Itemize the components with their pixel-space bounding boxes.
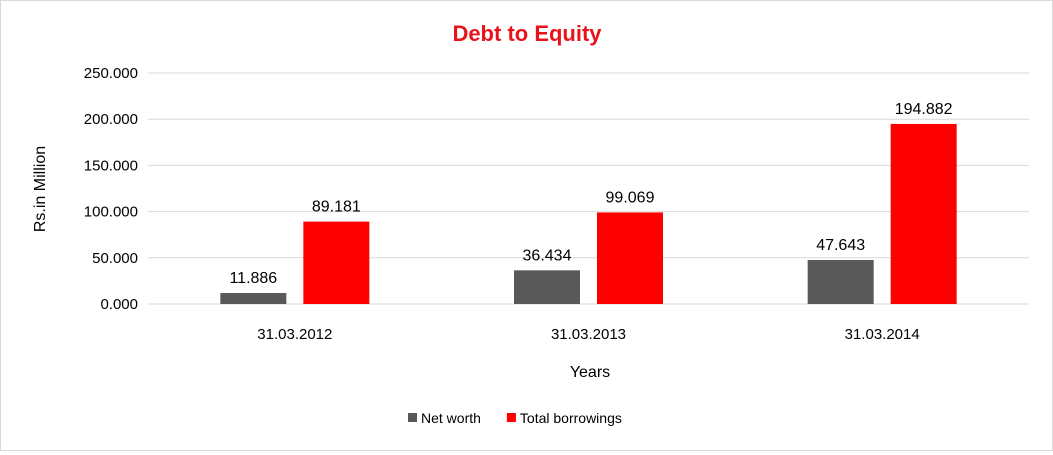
data-label: 194.882 bbox=[895, 101, 953, 118]
x-tick-label: 31.03.2014 bbox=[845, 326, 920, 343]
data-label: 89.181 bbox=[312, 199, 361, 216]
x-axis-title: Years bbox=[570, 364, 610, 381]
legend: Net worth Total borrowings bbox=[408, 410, 622, 426]
legend-label: Total borrowings bbox=[520, 410, 622, 426]
legend-swatch bbox=[506, 413, 516, 422]
y-tick-label: 200.000 bbox=[84, 111, 138, 128]
data-label: 36.434 bbox=[523, 247, 572, 264]
bar bbox=[597, 212, 663, 304]
bar bbox=[890, 123, 957, 304]
y-tick-label: 0.000 bbox=[100, 296, 138, 313]
x-tick-label: 31.03.2012 bbox=[257, 326, 332, 343]
y-tick-label: 50.000 bbox=[92, 250, 138, 267]
gridlines bbox=[148, 72, 1029, 305]
y-axis-ticks: 0.000 50.000 100.000 150.000 200.000 250.000 bbox=[84, 65, 138, 313]
data-labels: 11.886 89.181 36.434 99.069 47.643 194.882 bbox=[229, 101, 952, 287]
x-axis-ticks: 31.03.2012 31.03.2013 31.03.2014 bbox=[257, 326, 919, 343]
y-tick-label: 100.000 bbox=[84, 204, 138, 221]
bar bbox=[807, 259, 874, 304]
y-tick-label: 150.000 bbox=[84, 157, 138, 174]
y-axis-title: Rs.in Million bbox=[32, 146, 49, 232]
bar bbox=[220, 293, 287, 304]
x-tick-label: 31.03.2013 bbox=[551, 326, 626, 343]
bar bbox=[303, 221, 370, 304]
bar bbox=[514, 270, 580, 304]
legend-swatch bbox=[408, 413, 417, 422]
data-label: 47.643 bbox=[816, 237, 865, 254]
data-label: 99.069 bbox=[606, 189, 655, 206]
data-label: 11.886 bbox=[229, 270, 277, 287]
y-tick-label: 250.000 bbox=[84, 65, 138, 82]
chart-title: Debt to Equity bbox=[452, 21, 602, 46]
legend-label: Net worth bbox=[421, 410, 481, 426]
bars bbox=[220, 123, 957, 304]
